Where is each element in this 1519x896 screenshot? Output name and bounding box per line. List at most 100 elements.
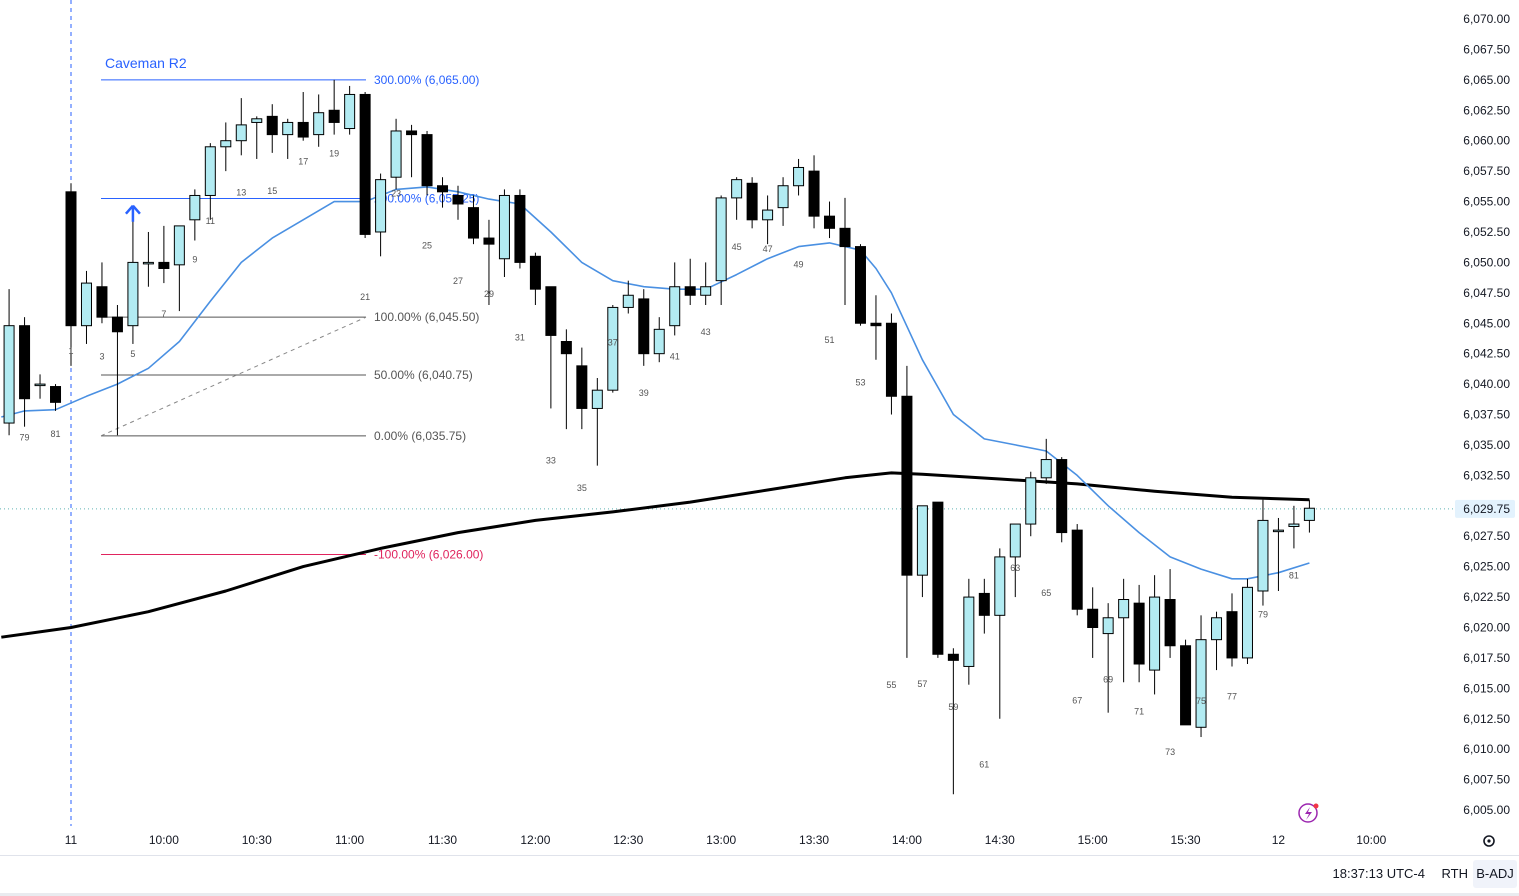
fib-level-label: 300.00% (6,065.00) (374, 73, 479, 87)
candle (529, 252, 541, 305)
price-tick-label: 6,005.00 (1463, 803, 1510, 817)
candle-body (653, 328, 665, 355)
candle-body (19, 325, 31, 400)
price-chart[interactable]: 300.00% (6,065.00)200.00% (6,055.25)100.… (0, 0, 1519, 855)
candle-body (80, 282, 92, 327)
time-tick-label: 11:30 (428, 833, 457, 847)
price-tick-label: 6,067.50 (1463, 42, 1510, 56)
caveman-annotation[interactable]: Caveman R2 (105, 55, 187, 71)
bar-number: 61 (979, 760, 989, 770)
candle-body (50, 386, 62, 403)
candle-body (854, 246, 866, 324)
bar-number: 3 (99, 351, 104, 361)
bar-number: 27 (453, 276, 463, 286)
candle (344, 85, 356, 135)
candle (777, 177, 789, 226)
candle-series[interactable] (3, 79, 1315, 795)
price-tick-label: 6,015.00 (1463, 681, 1510, 695)
candle-body (266, 115, 278, 136)
price-tick-label: 6,027.50 (1463, 529, 1510, 543)
bar-number: 57 (917, 679, 927, 689)
up-arrow-marker (124, 204, 141, 222)
candle-body (1288, 523, 1300, 527)
candle (266, 104, 278, 153)
clock-readout[interactable]: 18:37:13 UTC-4 (1332, 866, 1426, 881)
price-axis[interactable]: 6,070.00 6,067.50 6,065.00 6,062.50 6,060.00… (1455, 12, 1515, 817)
settings-gear-icon[interactable] (1483, 835, 1495, 847)
fast-ema-path (1, 186, 1310, 580)
bar-number: 77 (1227, 691, 1237, 701)
candle-body (1040, 459, 1052, 479)
candle (1180, 639, 1192, 726)
fast-ema-line (1, 186, 1310, 580)
time-tick-label: 15:00 (1078, 833, 1108, 847)
candle (437, 177, 449, 208)
candle-body (762, 209, 774, 221)
bar-number: 59 (948, 702, 958, 712)
price-tick-label: 6,022.50 (1463, 590, 1510, 604)
candle (1272, 517, 1284, 591)
session-toggle[interactable]: RTH (1441, 866, 1468, 881)
candle-body (994, 556, 1006, 616)
candle (854, 244, 866, 326)
bar-number: 33 (546, 455, 556, 465)
adjustment-button[interactable]: B-ADJ (1473, 860, 1517, 888)
fib-level-label: 0.00% (6,035.75) (374, 429, 466, 443)
candle (220, 122, 232, 172)
candle (1303, 499, 1315, 533)
candle-body (498, 194, 510, 260)
candle-body (1102, 617, 1114, 635)
candle (669, 262, 681, 336)
candle-body (1164, 599, 1176, 647)
candle (1133, 584, 1145, 683)
candle (204, 143, 216, 220)
candle-body (514, 194, 526, 263)
candle-body (313, 112, 325, 136)
price-tick-label: 6,032.50 (1463, 468, 1510, 482)
bar-number: 7 (161, 309, 166, 319)
candle-body (545, 286, 557, 336)
candle (1164, 569, 1176, 658)
candle (545, 286, 557, 409)
candle (994, 548, 1006, 719)
candle-body (916, 505, 928, 576)
bar-number: 31 (515, 332, 525, 342)
price-tick-label: 6,010.00 (1463, 742, 1510, 756)
last-price-tag (1455, 499, 1515, 518)
candle (978, 578, 990, 634)
candle (452, 185, 464, 220)
time-tick-label: 11 (65, 833, 78, 847)
price-tick-label: 6,057.50 (1463, 164, 1510, 178)
candle-body (1195, 639, 1207, 728)
candle-body (1226, 611, 1238, 659)
bar-number: 81 (51, 429, 61, 439)
candle-body (576, 365, 588, 409)
time-axis[interactable]: 11 10:00 10:30 11:00 11:30 12:00 12:30 13:00 13:… (65, 833, 1387, 847)
candle (947, 648, 959, 795)
candle (127, 216, 139, 344)
alert-icon[interactable] (1298, 803, 1319, 823)
candle (1211, 611, 1223, 671)
candle (839, 197, 851, 305)
slow-ema-path (1, 471, 1310, 639)
candle (406, 124, 418, 178)
candle-body (282, 121, 294, 136)
candle (111, 304, 123, 436)
candle-body (204, 146, 216, 196)
bar-number: 13 (236, 187, 246, 197)
candle (916, 505, 928, 598)
candle (622, 280, 634, 314)
candle-body (1257, 519, 1269, 592)
candle-body (173, 225, 185, 266)
bar-number: 55 (886, 680, 896, 690)
bar-number: 49 (794, 259, 804, 269)
bar-number: 67 (1072, 695, 1082, 705)
candle (1102, 603, 1114, 713)
candle-body (1272, 529, 1284, 533)
candle (467, 195, 479, 245)
candle (870, 295, 882, 360)
time-tick-label: 10:30 (242, 833, 272, 847)
candle (591, 378, 603, 466)
bar-number: 53 (855, 378, 865, 388)
candle (50, 384, 62, 411)
